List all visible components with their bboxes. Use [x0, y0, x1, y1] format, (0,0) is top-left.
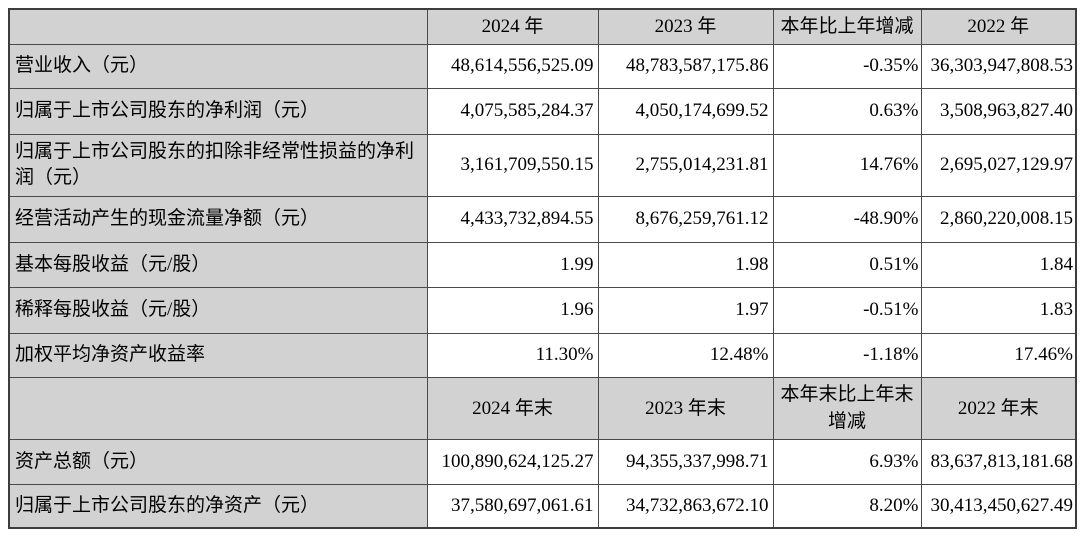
row-label: 归属于上市公司股东的净资产（元） — [8, 483, 428, 529]
col-header-eop-change: 本年末比上年末增减 — [772, 376, 922, 440]
row-label: 归属于上市公司股东的扣除非经常性损益的净利润（元） — [8, 133, 428, 197]
col-header-2024: 2024 年 — [426, 8, 599, 45]
value-2024: 1.99 — [426, 241, 599, 288]
value-change: -0.51% — [772, 286, 922, 334]
value-2023: 48,783,587,175.86 — [597, 43, 774, 89]
value-2023: 1.98 — [597, 241, 774, 288]
value-change: 0.63% — [772, 87, 922, 135]
financial-summary-table: 2024 年 2023 年 本年比上年增减 2022 年 营业收入（元） 48,… — [8, 8, 1077, 529]
value-2023: 8,676,259,761.12 — [597, 195, 774, 243]
col-header-2022: 2022 年 — [920, 8, 1077, 45]
value-2022: 83,637,813,181.68 — [920, 438, 1077, 485]
row-total-assets: 资产总额（元） 100,890,624,125.27 94,355,337,99… — [8, 438, 1077, 485]
row-revenue: 营业收入（元） 48,614,556,525.09 48,783,587,175… — [8, 43, 1077, 89]
row-label: 资产总额（元） — [8, 438, 428, 485]
value-2022: 36,303,947,808.53 — [920, 43, 1077, 89]
blank-header-cell — [8, 8, 428, 45]
blank-header-cell — [8, 376, 428, 440]
row-net-profit: 归属于上市公司股东的净利润（元） 4,075,585,284.37 4,050,… — [8, 87, 1077, 135]
period-header-row: 2024 年 2023 年 本年比上年增减 2022 年 — [8, 8, 1077, 45]
value-change: -0.35% — [772, 43, 922, 89]
row-label: 经营活动产生的现金流量净额（元） — [8, 195, 428, 243]
value-2022: 1.84 — [920, 241, 1077, 288]
row-basic-eps: 基本每股收益（元/股） 1.99 1.98 0.51% 1.84 — [8, 241, 1077, 288]
value-change: 0.51% — [772, 241, 922, 288]
value-2023: 1.97 — [597, 286, 774, 334]
value-2024: 100,890,624,125.27 — [426, 438, 599, 485]
row-label: 归属于上市公司股东的净利润（元） — [8, 87, 428, 135]
value-change: 8.20% — [772, 483, 922, 529]
value-2022: 3,508,963,827.40 — [920, 87, 1077, 135]
row-label: 加权平均净资产收益率 — [8, 332, 428, 378]
value-2022: 2,695,027,129.97 — [920, 133, 1077, 197]
value-2023: 34,732,863,672.10 — [597, 483, 774, 529]
row-label: 稀释每股收益（元/股） — [8, 286, 428, 334]
row-net-assets: 归属于上市公司股东的净资产（元） 37,580,697,061.61 34,73… — [8, 483, 1077, 529]
value-change: -1.18% — [772, 332, 922, 378]
row-diluted-eps: 稀释每股收益（元/股） 1.96 1.97 -0.51% 1.83 — [8, 286, 1077, 334]
end-of-period-header-row: 2024 年末 2023 年末 本年末比上年末增减 2022 年末 — [8, 376, 1077, 440]
row-label: 营业收入（元） — [8, 43, 428, 89]
value-2024: 4,433,732,894.55 — [426, 195, 599, 243]
value-change: 6.93% — [772, 438, 922, 485]
value-2023: 4,050,174,699.52 — [597, 87, 774, 135]
value-2022: 1.83 — [920, 286, 1077, 334]
row-operating-cash-flow: 经营活动产生的现金流量净额（元） 4,433,732,894.55 8,676,… — [8, 195, 1077, 243]
row-label: 基本每股收益（元/股） — [8, 241, 428, 288]
row-net-profit-deducted: 归属于上市公司股东的扣除非经常性损益的净利润（元） 3,161,709,550.… — [8, 133, 1077, 197]
value-2024: 4,075,585,284.37 — [426, 87, 599, 135]
col-header-2022-eop: 2022 年末 — [920, 376, 1077, 440]
value-2024: 11.30% — [426, 332, 599, 378]
col-header-2023-eop: 2023 年末 — [597, 376, 774, 440]
value-2023: 12.48% — [597, 332, 774, 378]
value-2024: 3,161,709,550.15 — [426, 133, 599, 197]
value-2022: 30,413,450,627.49 — [920, 483, 1077, 529]
value-2023: 94,355,337,998.71 — [597, 438, 774, 485]
col-header-yoy-change: 本年比上年增减 — [772, 8, 922, 45]
value-2022: 2,860,220,008.15 — [920, 195, 1077, 243]
value-2024: 1.96 — [426, 286, 599, 334]
value-2024: 48,614,556,525.09 — [426, 43, 599, 89]
row-weighted-avg-roe: 加权平均净资产收益率 11.30% 12.48% -1.18% 17.46% — [8, 332, 1077, 378]
col-header-2024-eop: 2024 年末 — [426, 376, 599, 440]
col-header-2023: 2023 年 — [597, 8, 774, 45]
value-2023: 2,755,014,231.81 — [597, 133, 774, 197]
value-change: -48.90% — [772, 195, 922, 243]
value-2024: 37,580,697,061.61 — [426, 483, 599, 529]
value-2022: 17.46% — [920, 332, 1077, 378]
value-change: 14.76% — [772, 133, 922, 197]
